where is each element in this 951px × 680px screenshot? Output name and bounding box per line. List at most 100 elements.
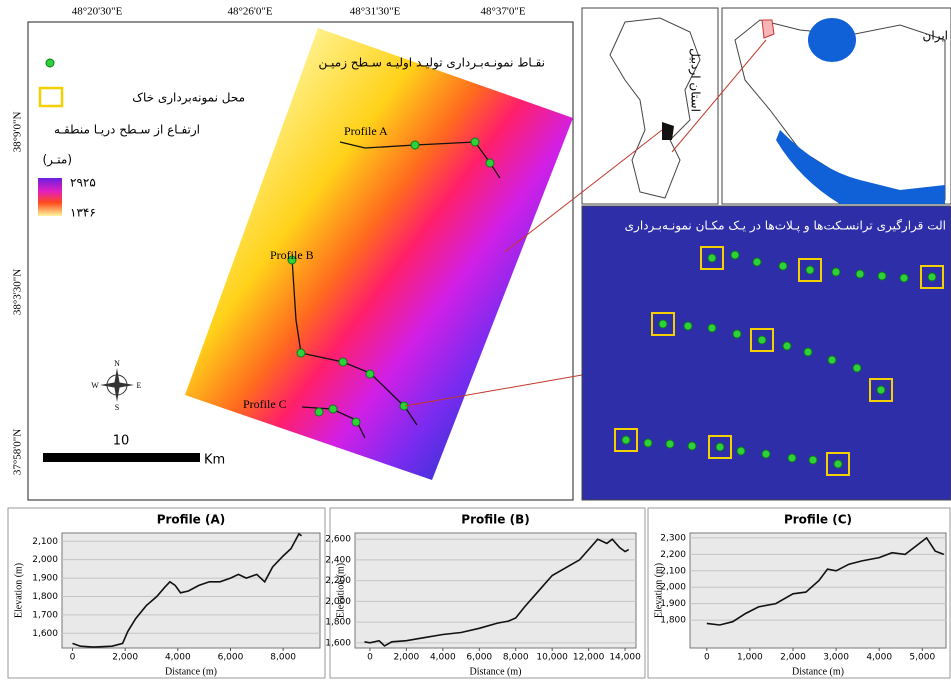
y-tick-label: 2,000 xyxy=(32,555,58,565)
province-label: استان اردبیل xyxy=(688,48,703,112)
compass-n: N xyxy=(114,359,120,368)
plot-area xyxy=(355,533,636,648)
x-axis-title: Distance (m) xyxy=(165,666,217,677)
y-tick-label: 1,600 xyxy=(32,629,58,639)
sample-point xyxy=(622,436,630,444)
y-axis-title: Elevation (m) xyxy=(335,563,346,618)
x-tick-label: 2,000 xyxy=(112,653,138,663)
x-tick-label: 0 xyxy=(704,653,710,663)
chart-title: Profile (A) xyxy=(157,513,226,527)
x-tick-label: 8,000 xyxy=(270,653,296,663)
longitude-label: 48°37'0"E xyxy=(480,6,525,18)
x-axis-title: Distance (m) xyxy=(792,666,844,677)
chart-title: Profile (C) xyxy=(784,513,852,527)
sample-point xyxy=(828,356,836,364)
y-tick-label: 2,100 xyxy=(32,537,58,547)
x-tick-label: 4,000 xyxy=(866,653,892,663)
latitude-label: 38°9'0"N xyxy=(12,112,24,153)
compass-s: S xyxy=(115,403,119,412)
sample-point xyxy=(737,447,745,455)
sample-point xyxy=(832,268,840,276)
caspian-sea xyxy=(808,18,856,62)
sample-point xyxy=(779,262,787,270)
sample-point xyxy=(753,258,761,266)
x-tick-label: 3,000 xyxy=(823,653,849,663)
y-tick-label: 2,300 xyxy=(660,533,686,543)
figure: Profile A Profile B Profile C 48°20'30"E… xyxy=(0,0,951,680)
legend-unit: (متـر) xyxy=(42,153,72,168)
y-tick-label: 2,600 xyxy=(325,535,351,545)
page: Profile A Profile B Profile C 48°20'30"E… xyxy=(0,0,951,680)
sample-point xyxy=(688,442,696,450)
y-axis-title: Elevation (m) xyxy=(13,563,24,618)
legend-point-symbol xyxy=(46,59,54,67)
sample-point xyxy=(708,324,716,332)
detail-title: الت قرارگیری ترانسـکت‌ها و پـلات‌ها در ی… xyxy=(625,219,946,234)
sample-point xyxy=(856,270,864,278)
y-tick-label: 2,200 xyxy=(660,550,686,560)
longitude-label: 48°20'30"E xyxy=(72,6,123,18)
y-tick-label: 1,600 xyxy=(325,638,351,648)
profile-label: Profile B xyxy=(270,248,314,262)
compass-w: W xyxy=(91,381,99,390)
sample-point xyxy=(708,254,716,262)
sample-point xyxy=(733,330,741,338)
sample-point xyxy=(853,364,861,372)
x-tick-label: 6,000 xyxy=(466,653,492,663)
country-label: ایران xyxy=(923,29,948,44)
sample-point xyxy=(644,439,652,447)
latitude-label: 37°58'0"N xyxy=(12,429,24,475)
latitude-label: 38°3'30"N xyxy=(12,269,24,315)
scale-distance: 10 xyxy=(113,434,130,449)
sample-point xyxy=(659,320,667,328)
legend-high: ۲۹۲۵ xyxy=(70,176,96,190)
sample-point xyxy=(666,440,674,448)
legend-elevation: ارتفـاع از سـطح دریـا منطقـه xyxy=(54,123,200,138)
sample-point xyxy=(806,266,814,274)
sample-point xyxy=(900,274,908,282)
x-tick-label: 10,000 xyxy=(536,653,568,663)
x-tick-label: 5,000 xyxy=(909,653,935,663)
y-tick-label: 1,700 xyxy=(32,610,58,620)
sample-point xyxy=(762,450,770,458)
sample-point xyxy=(928,273,936,281)
sample-point xyxy=(731,251,739,259)
sample-point xyxy=(834,460,842,468)
profile-label: Profile C xyxy=(243,397,287,411)
x-axis-title: Distance (m) xyxy=(470,666,522,677)
legend-points: نقـاط نمونـه‌بـرداری تولیـد اولیـه سـطح … xyxy=(319,56,546,71)
x-tick-label: 6,000 xyxy=(218,653,244,663)
legend-ramp xyxy=(38,178,62,216)
x-tick-label: 8,000 xyxy=(503,653,529,663)
x-tick-label: 1,000 xyxy=(737,653,763,663)
profile-charts: Profile (A) 1,600 1,700 1,800 1,900 2,000 2,10… xyxy=(8,508,950,678)
sample-point xyxy=(804,348,812,356)
sample-point xyxy=(788,454,796,462)
x-tick-label: 4,000 xyxy=(430,653,456,663)
y-tick-label: 1,800 xyxy=(32,592,58,602)
legend-soil: محل نمونه‌برداری خاک xyxy=(132,91,245,106)
legend-low: ۱۳۴۶ xyxy=(70,206,96,220)
x-tick-label: 4,000 xyxy=(165,653,191,663)
longitude-label: 48°31'30"E xyxy=(350,6,401,18)
scale-unit: Km xyxy=(204,453,225,468)
plot-area xyxy=(690,533,946,648)
chart-title: Profile (B) xyxy=(461,513,529,527)
profile-label: Profile A xyxy=(344,124,388,138)
compass-e: E xyxy=(137,381,142,390)
scale-bar xyxy=(43,453,200,462)
sample-point xyxy=(716,443,724,451)
y-axis-title: Elevation (m) xyxy=(653,563,664,618)
x-tick-label: 2,000 xyxy=(780,653,806,663)
sample-point xyxy=(878,272,886,280)
x-tick-label: 12,000 xyxy=(573,653,605,663)
x-tick-label: 2,000 xyxy=(394,653,420,663)
x-tick-label: 0 xyxy=(367,653,373,663)
sample-point xyxy=(684,322,692,330)
y-tick-label: 1,900 xyxy=(32,574,58,584)
x-tick-label: 0 xyxy=(70,653,76,663)
longitude-label: 48°26'0"E xyxy=(227,6,272,18)
sample-point xyxy=(758,336,766,344)
sample-point xyxy=(877,386,885,394)
x-tick-label: 14,000 xyxy=(609,653,641,663)
